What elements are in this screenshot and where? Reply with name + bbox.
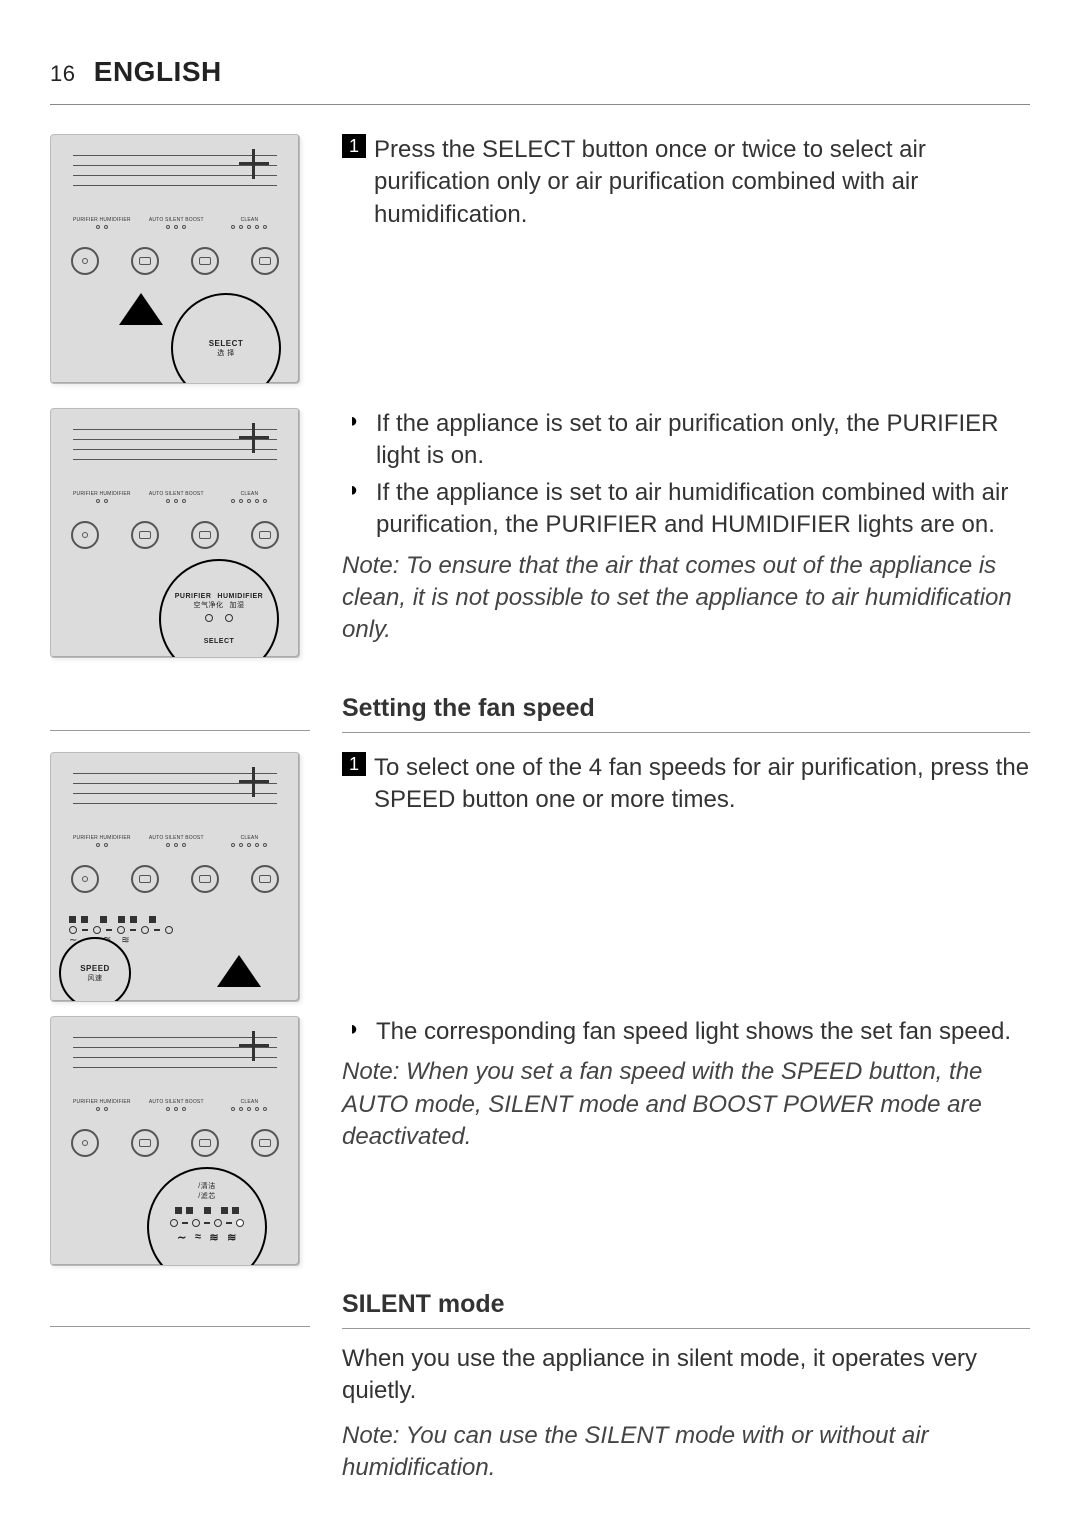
bullet-list: If the appliance is set to air purificat…: [342, 408, 1030, 542]
lens-humidifier-sub: 加湿: [230, 600, 245, 610]
select-button-icon: [131, 247, 159, 275]
speed-button-icon: [131, 1129, 159, 1157]
note-text: Note: When you set a fan speed with the …: [342, 1056, 1030, 1153]
step-number-badge: 1: [342, 752, 366, 776]
indicator-label: CLEAN: [241, 835, 259, 841]
step-1-select: 1 Press the SELECT button once or twice …: [342, 134, 1030, 231]
figure-speed-button: PURIFIER HUMIDIFIER AUTO SILENT BOOST CL…: [50, 752, 300, 1002]
mode-button-icon: [191, 865, 219, 893]
timer-button-icon: [251, 247, 279, 275]
lens-filter-label-2: /滤芯: [198, 1191, 215, 1201]
indicator-label: PURIFIER HUMIDIFIER: [73, 835, 131, 841]
page-number: 16: [50, 61, 75, 86]
indicator-label: AUTO SILENT BOOST: [149, 491, 204, 497]
figure-purifier-humidifier-lights: PURIFIER HUMIDIFIER AUTO SILENT BOOST CL…: [50, 408, 300, 658]
timer-button-icon: [251, 1129, 279, 1157]
section-rule: [342, 1328, 1030, 1329]
lens-speed-sub: 风速: [88, 973, 103, 983]
lens-select-sub: 选 择: [217, 348, 234, 358]
bullet-list: The corresponding fan speed light shows …: [342, 1016, 1030, 1048]
lens-purifier-label: PURIFIER: [175, 593, 212, 600]
indicator-label: CLEAN: [241, 491, 259, 497]
figure-fan-speed-light: PURIFIER HUMIDIFIER AUTO SILENT BOOST CL…: [50, 1016, 300, 1266]
section-rule: [342, 732, 1030, 733]
bullet-item: If the appliance is set to air humidific…: [342, 477, 1030, 542]
step-number-badge: 1: [342, 134, 366, 158]
lens-purifier-sub: 空气净化: [194, 600, 224, 610]
bullet-item: If the appliance is set to air purificat…: [342, 408, 1030, 473]
speed-button-icon: [131, 865, 159, 893]
note-text: Note: You can use the SILENT mode with o…: [342, 1420, 1030, 1485]
indicator-label: PURIFIER HUMIDIFIER: [73, 1099, 131, 1105]
heading-fan-speed: Setting the fan speed: [342, 692, 1030, 726]
indicator-label: AUTO SILENT BOOST: [149, 835, 204, 841]
timer-button-icon: [251, 521, 279, 549]
power-button-icon: [71, 865, 99, 893]
mode-button-icon: [191, 521, 219, 549]
section-rule-left: [50, 730, 310, 731]
power-button-icon: [71, 247, 99, 275]
figure-select-button: PURIFIER HUMIDIFIER AUTO SILENT BOOST CL…: [50, 134, 300, 384]
lens-bottom-label: SELECT: [204, 638, 235, 645]
mode-button-icon: [191, 247, 219, 275]
language-label: ENGLISH: [94, 56, 222, 87]
mode-button-icon: [191, 1129, 219, 1157]
paragraph: When you use the appliance in silent mod…: [342, 1343, 1030, 1408]
indicator-label: AUTO SILENT BOOST: [149, 217, 204, 223]
indicator-label: PURIFIER HUMIDIFIER: [73, 491, 131, 497]
bullet-item: The corresponding fan speed light shows …: [342, 1016, 1030, 1048]
section-rule-left: [50, 1326, 310, 1327]
select-button-icon: [131, 521, 159, 549]
lens-select-label: SELECT: [209, 339, 244, 348]
indicator-label: PURIFIER HUMIDIFIER: [73, 217, 131, 223]
note-text: Note: To ensure that the air that comes …: [342, 550, 1030, 647]
step-text: Press the SELECT button once or twice to…: [374, 134, 1030, 231]
lens-filter-label-1: /清洁: [198, 1181, 215, 1191]
indicator-label: AUTO SILENT BOOST: [149, 1099, 204, 1105]
page-header: 16 ENGLISH: [50, 56, 222, 88]
power-button-icon: [71, 521, 99, 549]
indicator-label: CLEAN: [241, 217, 259, 223]
lens-speed-label: SPEED: [80, 964, 110, 973]
header-rule: [50, 104, 1030, 105]
heading-silent-mode: SILENT mode: [342, 1288, 1030, 1322]
lens-humidifier-label: HUMIDIFIER: [217, 593, 263, 600]
timer-button-icon: [251, 865, 279, 893]
indicator-label: CLEAN: [241, 1099, 259, 1105]
step-text: To select one of the 4 fan speeds for ai…: [374, 752, 1030, 817]
power-button-icon: [71, 1129, 99, 1157]
step-1-speed: 1 To select one of the 4 fan speeds for …: [342, 752, 1030, 817]
